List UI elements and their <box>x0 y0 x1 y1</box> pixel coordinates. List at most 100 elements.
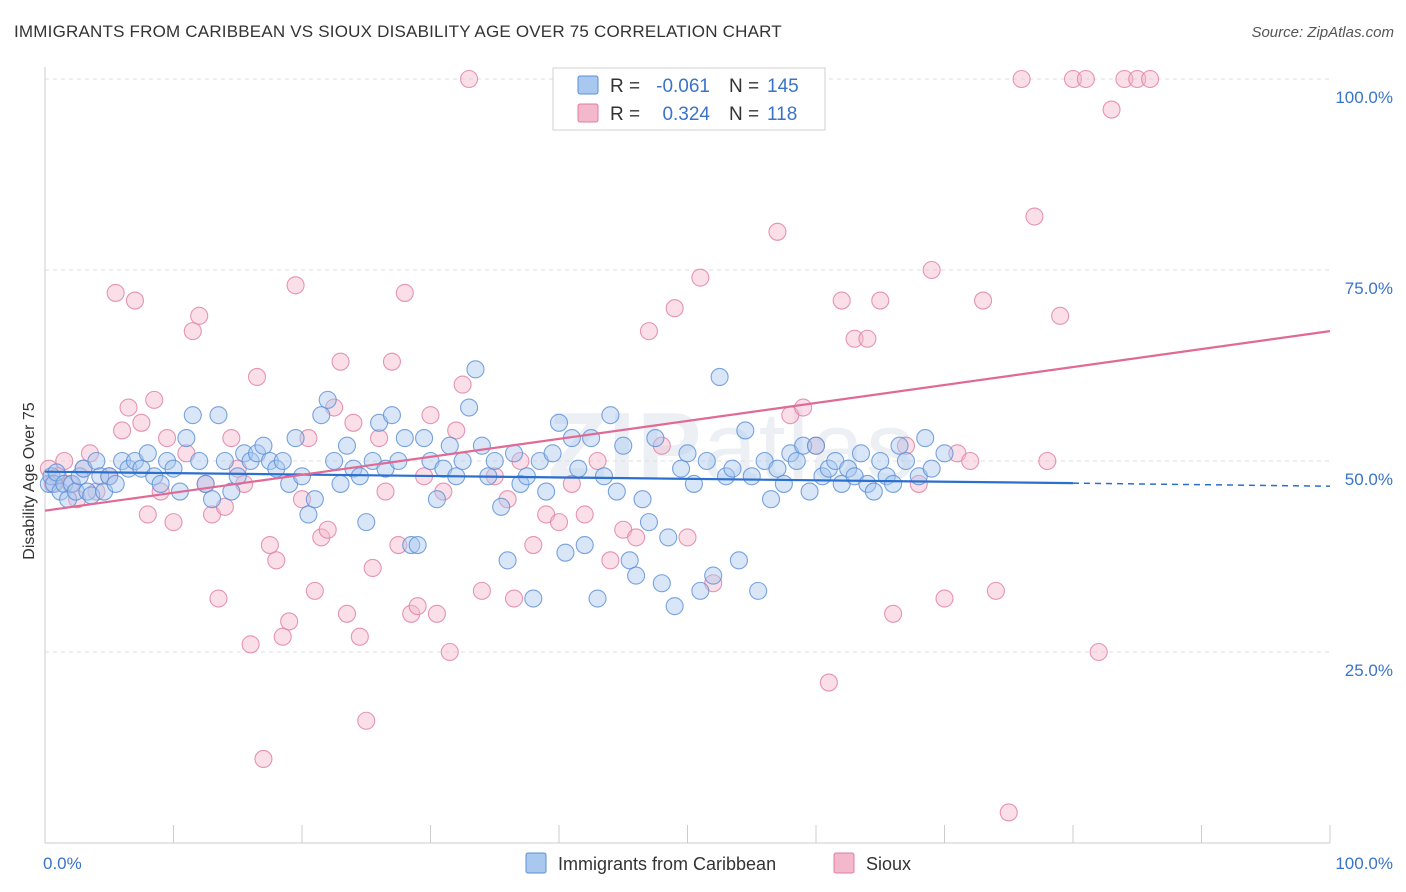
caribbean-point <box>190 451 209 471</box>
sioux-point <box>678 528 697 547</box>
sioux-point <box>164 513 183 532</box>
sioux-point <box>588 451 607 471</box>
caribbean-point <box>935 444 954 463</box>
caribbean-point <box>453 451 472 471</box>
caribbean-point <box>646 429 665 448</box>
bottom-legend[interactable]: Immigrants from Caribbean Sioux <box>525 852 911 874</box>
watermark: ZIPatlas <box>548 392 916 502</box>
caribbean-point <box>524 589 543 608</box>
sioux-point <box>408 597 427 616</box>
caribbean-point <box>691 581 710 600</box>
caribbean-point <box>575 535 594 555</box>
grid-lines <box>45 78 1330 653</box>
caribbean-point <box>601 406 620 425</box>
legend-n-label: N = <box>729 76 759 97</box>
sioux-point <box>999 803 1018 822</box>
caribbean-point <box>549 413 569 432</box>
sioux-point <box>183 322 202 341</box>
caribbean-point <box>588 589 607 608</box>
sioux-point <box>113 421 132 440</box>
caribbean-legend-swatch[interactable] <box>525 852 547 874</box>
caribbean-point <box>305 490 324 509</box>
sioux-point <box>459 69 479 89</box>
caribbean-point <box>749 581 768 600</box>
legend-swatch <box>577 75 599 95</box>
caribbean-legend-label[interactable]: Immigrants from Caribbean <box>558 854 776 874</box>
caribbean-point <box>787 451 806 471</box>
caribbean-point <box>492 497 511 516</box>
caribbean-trend-line <box>44 470 1074 485</box>
sioux-point <box>305 581 324 600</box>
sioux-point <box>832 291 851 310</box>
legend-n-label: N = <box>729 104 759 125</box>
caribbean-point <box>222 482 241 501</box>
sioux-point <box>973 291 993 310</box>
legend-r-value: 0.324 <box>662 104 710 125</box>
sioux-point <box>627 528 646 547</box>
caribbean-point <box>466 360 485 379</box>
sioux-point <box>504 589 524 608</box>
caribbean-point <box>607 482 626 501</box>
sioux-point <box>498 490 517 509</box>
caribbean-point <box>440 436 459 455</box>
caribbean-point <box>357 513 376 532</box>
sioux-point <box>106 283 125 302</box>
sioux-point <box>395 283 414 302</box>
sioux-point <box>1089 642 1108 662</box>
sioux-legend-label[interactable]: Sioux <box>866 854 911 874</box>
sioux-point <box>845 329 864 348</box>
caribbean-point <box>858 474 877 493</box>
caribbean-point <box>794 436 813 455</box>
caribbean-point <box>177 429 196 448</box>
legend-n-value: 118 <box>767 104 797 125</box>
sioux-point <box>402 604 421 623</box>
sioux-point <box>337 604 357 623</box>
caribbean-point <box>511 474 530 493</box>
caribbean-point <box>286 429 305 448</box>
caribbean-point <box>723 459 742 478</box>
caribbean-point <box>659 528 678 547</box>
caribbean-point <box>183 406 202 425</box>
caribbean-point <box>633 490 652 509</box>
sioux-point <box>1012 69 1031 89</box>
sioux-point <box>145 390 164 409</box>
chart-title: IMMIGRANTS FROM CARIBBEAN VS SIOUX DISAB… <box>14 22 782 41</box>
caribbean-point <box>896 451 916 471</box>
caribbean-point <box>164 459 183 478</box>
caribbean-point <box>395 429 414 448</box>
caribbean-point <box>582 429 601 448</box>
caribbean-point <box>138 444 157 463</box>
sioux-legend-swatch[interactable] <box>833 852 855 874</box>
sioux-point <box>273 627 292 646</box>
sioux-point <box>896 436 916 455</box>
sioux-point <box>652 436 671 455</box>
sioux-point <box>961 451 980 471</box>
legend-n-value: 145 <box>767 76 799 97</box>
sioux-point <box>119 398 138 417</box>
caribbean-point <box>215 451 234 471</box>
caribbean-point <box>235 444 254 463</box>
caribbean-point <box>44 474 64 493</box>
legend-r-label: R = <box>610 104 640 125</box>
caribbean-point <box>331 474 350 493</box>
caribbean-point <box>299 505 318 524</box>
sioux-point <box>549 513 569 532</box>
watermark-light: atlas <box>703 393 917 500</box>
caribbean-point <box>916 429 935 448</box>
caribbean-point <box>697 451 716 471</box>
caribbean-point <box>742 467 761 486</box>
caribbean-point <box>209 406 228 425</box>
sioux-point <box>370 429 389 448</box>
caribbean-point <box>884 474 903 493</box>
caribbean-point <box>87 451 106 471</box>
caribbean-point <box>337 436 357 455</box>
sioux-point <box>691 268 710 287</box>
source-label: Source: ZipAtlas.com <box>1251 24 1394 41</box>
caribbean-point <box>427 490 446 509</box>
caribbean-point <box>382 406 402 425</box>
sioux-point <box>1025 207 1044 226</box>
sioux-point <box>292 490 312 509</box>
caribbean-point <box>665 597 684 616</box>
sioux-point <box>434 482 453 501</box>
